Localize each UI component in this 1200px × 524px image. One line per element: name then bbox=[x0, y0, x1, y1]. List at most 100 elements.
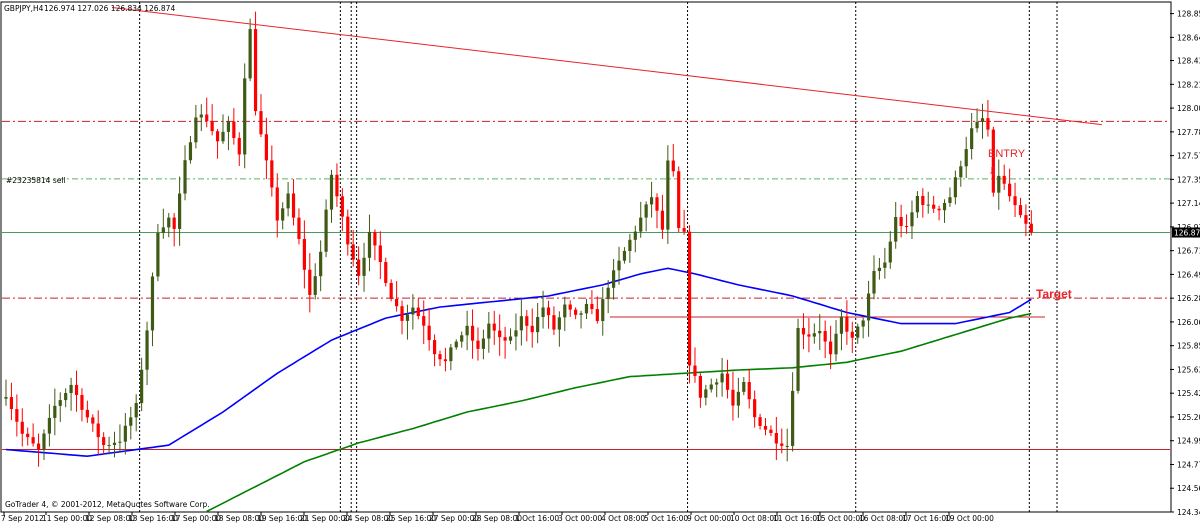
candle-body[interactable] bbox=[367, 231, 372, 258]
candle-body[interactable] bbox=[861, 320, 865, 327]
candle-body[interactable] bbox=[118, 441, 122, 443]
candle-body[interactable] bbox=[763, 425, 768, 430]
candle-body[interactable] bbox=[405, 314, 410, 321]
moving-average-1[interactable] bbox=[206, 312, 1032, 513]
candle-body[interactable] bbox=[232, 121, 236, 138]
candle-body[interactable] bbox=[476, 340, 480, 349]
candle-body[interactable] bbox=[698, 375, 702, 398]
candle-body[interactable] bbox=[389, 282, 393, 299]
candle-body[interactable] bbox=[215, 131, 220, 142]
candle-body[interactable] bbox=[785, 445, 789, 447]
candle-body[interactable] bbox=[145, 330, 149, 370]
candle-body[interactable] bbox=[774, 433, 778, 444]
candle-body[interactable] bbox=[682, 227, 686, 232]
candle-body[interactable] bbox=[319, 251, 323, 277]
candle-body[interactable] bbox=[226, 121, 231, 132]
candle-body[interactable] bbox=[579, 313, 583, 315]
candle-body[interactable] bbox=[221, 131, 225, 142]
candle-body[interactable] bbox=[758, 417, 762, 426]
candle-body[interactable] bbox=[210, 121, 214, 132]
candle-body[interactable] bbox=[904, 226, 909, 228]
candle-body[interactable] bbox=[1008, 183, 1012, 197]
candle-body[interactable] bbox=[308, 269, 312, 295]
candle-body[interactable] bbox=[324, 209, 328, 252]
candle-body[interactable] bbox=[508, 336, 513, 341]
candle-body[interactable] bbox=[693, 365, 697, 376]
candle-body[interactable] bbox=[606, 287, 610, 300]
candle-body[interactable] bbox=[470, 325, 475, 341]
candle-body[interactable] bbox=[937, 208, 941, 211]
candle-body[interactable] bbox=[926, 204, 930, 206]
candle-body[interactable] bbox=[834, 333, 838, 355]
candle-body[interactable] bbox=[856, 326, 860, 338]
candle-body[interactable] bbox=[552, 315, 556, 330]
candle-body[interactable] bbox=[731, 389, 735, 406]
candle-body[interactable] bbox=[899, 217, 903, 227]
moving-average-0[interactable] bbox=[5, 267, 1032, 458]
candle-body[interactable] bbox=[872, 271, 876, 294]
candle-body[interactable] bbox=[557, 317, 561, 330]
candle-body[interactable] bbox=[395, 298, 399, 307]
candle-body[interactable] bbox=[546, 307, 551, 316]
candle-body[interactable] bbox=[970, 128, 974, 150]
candle-body[interactable] bbox=[742, 382, 746, 392]
candle-body[interactable] bbox=[20, 421, 24, 434]
candle-body[interactable] bbox=[910, 212, 914, 227]
candle-body[interactable] bbox=[102, 437, 106, 446]
candle-body[interactable] bbox=[736, 391, 740, 406]
candle-body[interactable] bbox=[644, 204, 648, 218]
candle-body[interactable] bbox=[595, 309, 599, 322]
candle-body[interactable] bbox=[633, 231, 637, 240]
candle-body[interactable] bbox=[628, 239, 632, 251]
candle-body[interactable] bbox=[617, 260, 621, 271]
candle-body[interactable] bbox=[536, 317, 540, 333]
candle-body[interactable] bbox=[243, 78, 247, 155]
candle-body[interactable] bbox=[297, 217, 301, 239]
candle-body[interactable] bbox=[839, 316, 844, 334]
candle-body[interactable] bbox=[112, 442, 117, 445]
candle-body[interactable] bbox=[921, 195, 925, 205]
candle-body[interactable] bbox=[329, 174, 334, 210]
candle-body[interactable] bbox=[36, 443, 41, 450]
candle-body[interactable] bbox=[85, 409, 89, 418]
candle-body[interactable] bbox=[720, 373, 724, 383]
candle-body[interactable] bbox=[134, 403, 138, 418]
candle-body[interactable] bbox=[980, 118, 985, 122]
candle-body[interactable] bbox=[4, 397, 8, 399]
candle-body[interactable] bbox=[313, 276, 317, 295]
candle-body[interactable] bbox=[687, 231, 692, 366]
candle-body[interactable] bbox=[677, 171, 681, 228]
candle-body[interactable] bbox=[454, 341, 458, 348]
candle-body[interactable] bbox=[807, 334, 811, 337]
candle-body[interactable] bbox=[178, 193, 182, 229]
candle-body[interactable] bbox=[188, 142, 193, 161]
candle-body[interactable] bbox=[357, 259, 361, 276]
candle-body[interactable] bbox=[823, 331, 827, 342]
candle-body[interactable] bbox=[422, 316, 426, 326]
candle-body[interactable] bbox=[264, 134, 268, 161]
candle-body[interactable] bbox=[753, 399, 757, 418]
candle-body[interactable] bbox=[519, 316, 523, 331]
candle-body[interactable] bbox=[460, 335, 464, 342]
candle-body[interactable] bbox=[877, 267, 882, 272]
candle-body[interactable] bbox=[47, 417, 51, 434]
candle-body[interactable] bbox=[69, 384, 73, 394]
candle-body[interactable] bbox=[769, 429, 773, 434]
candle-body[interactable] bbox=[438, 354, 442, 360]
candle-body[interactable] bbox=[487, 323, 491, 339]
candle-body[interactable] bbox=[259, 111, 263, 135]
candle-body[interactable] bbox=[199, 114, 203, 118]
candle-body[interactable] bbox=[997, 175, 1001, 193]
candle-body[interactable] bbox=[649, 197, 654, 205]
candle-body[interactable] bbox=[275, 187, 279, 221]
candle-body[interactable] bbox=[91, 417, 95, 424]
candle-body[interactable] bbox=[709, 384, 713, 390]
candle-body[interactable] bbox=[568, 304, 572, 310]
candle-body[interactable] bbox=[671, 160, 675, 172]
candle-body[interactable] bbox=[74, 384, 79, 395]
candle-body[interactable] bbox=[915, 195, 919, 213]
candle-body[interactable] bbox=[26, 433, 30, 438]
candle-body[interactable] bbox=[443, 359, 448, 362]
